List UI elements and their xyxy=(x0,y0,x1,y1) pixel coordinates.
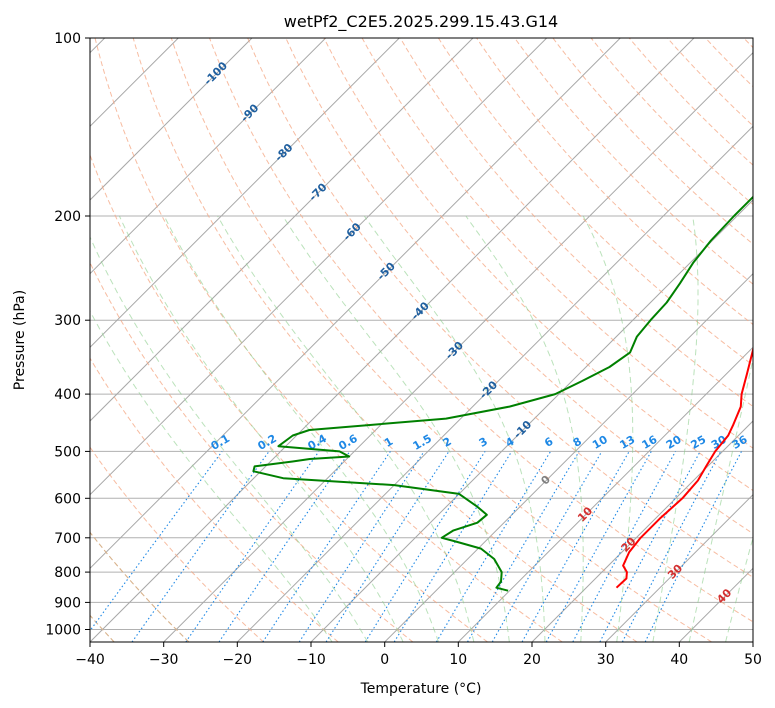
mixing-ratio-line xyxy=(218,451,351,642)
y-tick-label: 700 xyxy=(54,531,81,547)
dry-adiabat xyxy=(90,357,339,642)
x-tick-label: −40 xyxy=(75,652,105,668)
y-tick-label: 500 xyxy=(54,444,81,460)
y-tick-label: 800 xyxy=(54,565,81,581)
moist-adiabat xyxy=(217,215,475,642)
moist-adiabat xyxy=(582,215,634,642)
mixing-ratio-line xyxy=(298,451,425,642)
dry-adiabat xyxy=(552,38,753,245)
x-axis-label: Temperature (°C) xyxy=(360,681,482,697)
moist-adiabat xyxy=(465,215,584,642)
moist-adiabat xyxy=(90,235,369,642)
data-lines xyxy=(252,195,753,592)
dry-adiabat xyxy=(90,153,488,642)
x-tick-label: 30 xyxy=(597,652,615,668)
dry-adiabat xyxy=(323,38,753,492)
dry-adiabat xyxy=(399,38,753,408)
isotherm-line xyxy=(90,38,621,570)
isotherm-line xyxy=(90,38,548,496)
x-tick-label: −30 xyxy=(149,652,179,668)
dry-adiabat xyxy=(361,38,753,449)
dry-adiabat xyxy=(247,38,753,578)
isotherm-line xyxy=(531,420,753,642)
dry-adiabat-cold xyxy=(90,531,190,642)
mixing-ratio-line xyxy=(131,451,270,642)
y-tick-label: 900 xyxy=(54,595,81,611)
y-tick-label: 100 xyxy=(54,31,81,47)
y-tick-label: 1000 xyxy=(45,623,81,639)
x-tick-label: 40 xyxy=(670,652,688,668)
dry-adiabat xyxy=(437,38,753,366)
plot-frame xyxy=(89,37,754,643)
y-axis-label: Pressure (hPa) xyxy=(12,290,28,390)
dry-adiabat xyxy=(209,38,753,623)
mixing-ratio-line xyxy=(621,451,722,642)
dry-adiabat xyxy=(285,38,753,535)
x-tick-label: −20 xyxy=(223,652,253,668)
moist-adiabat xyxy=(652,215,699,642)
mixing-ratio-line xyxy=(521,451,630,642)
y-axis: 100 200 300 400 500 600 700 800 900 1000 xyxy=(45,31,90,639)
x-tick-label: 20 xyxy=(523,652,541,668)
x-tick-label: −10 xyxy=(296,652,326,668)
isotherm-line xyxy=(90,38,695,642)
x-tick-label: 10 xyxy=(449,652,467,668)
isotherm-line xyxy=(384,272,753,642)
isotherm-line xyxy=(236,125,753,642)
x-axis: −40 −30 −20 −10 0 10 20 30 40 50 xyxy=(75,642,762,668)
mixing-ratio-line xyxy=(545,451,652,642)
y-tick-label: 600 xyxy=(54,491,81,507)
moist-adiabat xyxy=(282,215,510,642)
isotherm-line xyxy=(605,493,753,642)
moist-adiabat xyxy=(90,310,333,642)
background-lines xyxy=(90,38,753,642)
x-tick-label: 0 xyxy=(380,652,389,668)
y-tick-label: 400 xyxy=(54,387,81,403)
y-tick-label: 200 xyxy=(54,209,81,225)
dry-adiabat xyxy=(590,38,753,206)
mixing-ratio-line xyxy=(644,451,742,642)
isotherm-line xyxy=(90,38,400,349)
dewpoint-profile-line xyxy=(252,195,753,592)
temperature-profile-line xyxy=(615,345,753,589)
moist-adiabat xyxy=(163,215,439,642)
mixing-ratio-line xyxy=(185,451,320,642)
y-tick-label: 300 xyxy=(54,313,81,329)
chart-title: wetPf2_C2E5.2025.299.15.43.G14 xyxy=(284,12,558,32)
moist-adiabat xyxy=(363,215,546,642)
isotherm-line xyxy=(90,38,327,275)
x-tick-label: 50 xyxy=(744,652,762,668)
mixing-ratio-line xyxy=(393,451,513,642)
mixing-ratio-line xyxy=(90,451,223,632)
mixing-ratio-line xyxy=(262,451,391,642)
dry-adiabat xyxy=(90,261,414,642)
dry-adiabat xyxy=(170,38,712,642)
isotherm-line xyxy=(90,38,253,201)
isotherm-line xyxy=(163,51,753,642)
isotherm-line xyxy=(90,38,474,422)
dry-adiabat xyxy=(476,38,753,326)
mixing-ratio-line xyxy=(572,451,676,642)
mixing-ratio-line xyxy=(325,451,450,642)
moist-adiabat xyxy=(118,215,404,642)
dry-adiabat xyxy=(132,38,638,642)
isotherm-line xyxy=(457,346,753,642)
